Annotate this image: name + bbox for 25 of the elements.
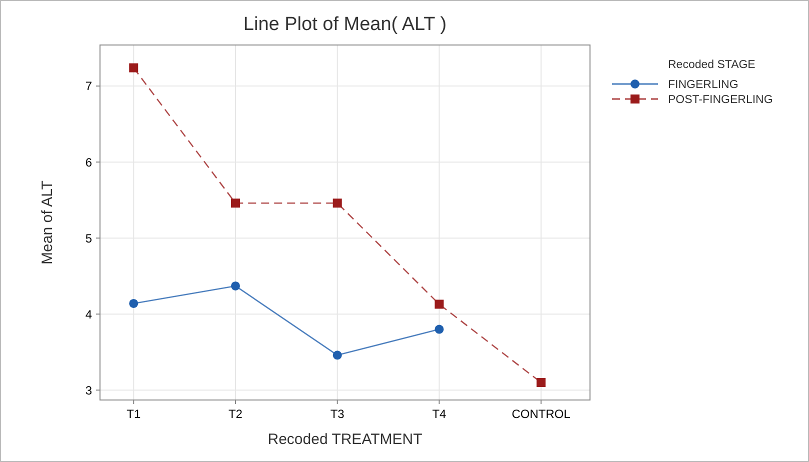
legend-label: FINGERLING — [668, 79, 738, 92]
point — [536, 378, 546, 388]
point — [129, 63, 138, 72]
x-tick-label: T4 — [432, 407, 447, 421]
point — [129, 298, 138, 308]
point — [230, 198, 240, 208]
y-tick-label: 4 — [85, 307, 92, 322]
y-tick-label: 3 — [85, 383, 92, 398]
y-tick-label: 7 — [85, 79, 92, 94]
point — [434, 300, 444, 309]
y-tick-label: 6 — [85, 155, 92, 170]
point — [230, 281, 240, 290]
chart-title: Line Plot of Mean( ALT ) — [243, 14, 447, 35]
y-axis-title: Mean of ALT — [39, 180, 56, 264]
legend-title: Recoded STAGE — [668, 59, 756, 71]
point — [434, 324, 444, 334]
point — [332, 350, 342, 360]
point — [332, 198, 342, 208]
x-tick-label: T1 — [126, 407, 141, 421]
legend-label: POST-FINGERLING — [668, 94, 773, 106]
x-axis-title: Recoded TREATMENT — [268, 431, 422, 448]
x-tick-label: CONTROL — [512, 407, 571, 421]
x-tick-label: T3 — [330, 407, 345, 421]
y-tick-label: 5 — [85, 231, 92, 246]
x-tick-label: T2 — [228, 407, 243, 421]
